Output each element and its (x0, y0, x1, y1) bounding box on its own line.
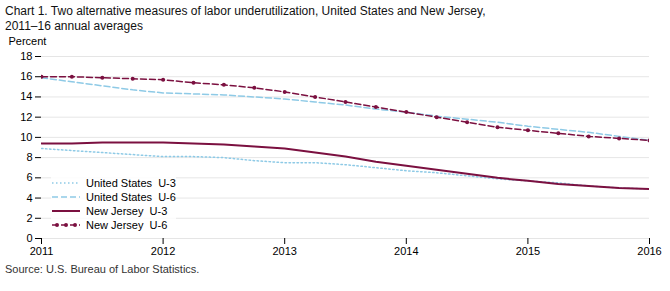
svg-text:16: 16 (20, 70, 32, 82)
svg-text:Percent: Percent (9, 35, 47, 47)
html-text:2011–16 annual averages: 2011–16 annual averages (5, 19, 143, 33)
svg-text:4: 4 (26, 192, 32, 204)
svg-text:2012: 2012 (151, 245, 175, 257)
svg-text:6: 6 (26, 171, 32, 183)
svg-text:2015: 2015 (516, 245, 540, 257)
html-text:Chart 1. Two alternative measu: Chart 1. Two alternative measures of lab… (5, 4, 486, 18)
html-text:United States U-3: United States U-3 (86, 177, 176, 189)
svg-text:8: 8 (26, 151, 32, 163)
svg-text:12: 12 (20, 111, 32, 123)
svg-text:2016: 2016 (637, 245, 661, 257)
svg-text:0: 0 (26, 232, 32, 244)
svg-text:2011: 2011 (30, 245, 54, 257)
svg-text:2013: 2013 (272, 245, 296, 257)
svg-text:18: 18 (20, 50, 32, 62)
html-text:United States U-6: United States U-6 (86, 191, 176, 203)
svg-text:2: 2 (26, 212, 32, 224)
svg-text:2014: 2014 (394, 245, 418, 257)
html-text:New Jersey U-3: New Jersey U-3 (86, 205, 168, 217)
svg-text:14: 14 (20, 90, 32, 102)
html-text:New Jersey U-6: New Jersey U-6 (86, 219, 168, 231)
svg-text:10: 10 (20, 131, 32, 143)
html-text:Source: U.S. Bureau of Labor S: Source: U.S. Bureau of Labor Statistics. (5, 263, 200, 275)
